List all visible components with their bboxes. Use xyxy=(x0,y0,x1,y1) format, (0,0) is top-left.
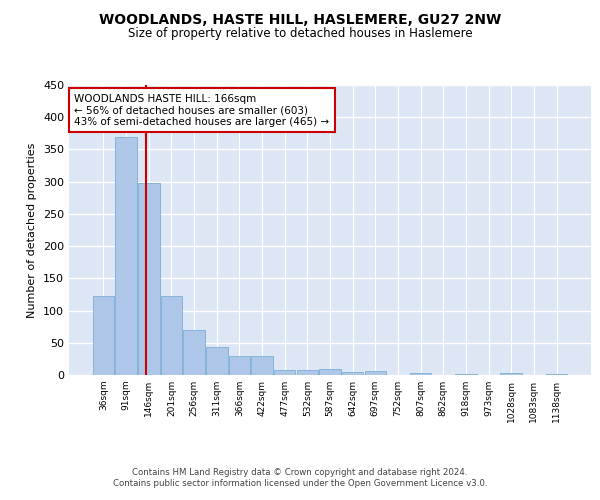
Bar xyxy=(410,373,431,375)
Bar xyxy=(93,296,114,375)
Bar xyxy=(274,370,295,375)
Bar xyxy=(206,348,227,375)
Bar xyxy=(184,330,205,375)
Bar xyxy=(319,368,341,375)
Bar xyxy=(161,296,182,375)
Y-axis label: Number of detached properties: Number of detached properties xyxy=(28,142,37,318)
Text: WOODLANDS, HASTE HILL, HASLEMERE, GU27 2NW: WOODLANDS, HASTE HILL, HASLEMERE, GU27 2… xyxy=(99,12,501,26)
Bar xyxy=(365,371,386,375)
Bar xyxy=(500,373,522,375)
Text: WOODLANDS HASTE HILL: 166sqm
← 56% of detached houses are smaller (603)
43% of s: WOODLANDS HASTE HILL: 166sqm ← 56% of de… xyxy=(74,94,329,127)
Bar xyxy=(296,370,318,375)
Text: Contains HM Land Registry data © Crown copyright and database right 2024.
Contai: Contains HM Land Registry data © Crown c… xyxy=(113,468,487,487)
Text: Size of property relative to detached houses in Haslemere: Size of property relative to detached ho… xyxy=(128,28,472,40)
Bar xyxy=(455,374,476,375)
Bar xyxy=(342,372,364,375)
Bar xyxy=(546,374,567,375)
Bar xyxy=(115,136,137,375)
Bar xyxy=(251,356,273,375)
Bar xyxy=(229,356,250,375)
Bar xyxy=(138,183,160,375)
